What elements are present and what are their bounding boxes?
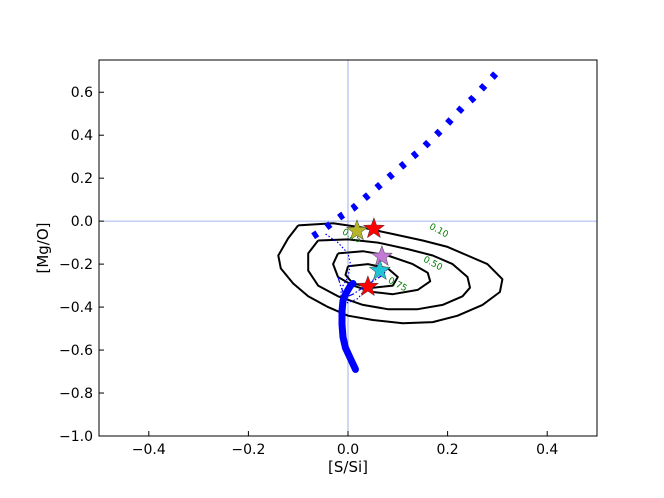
contour-0.50	[307, 238, 471, 311]
y-axis-ticks: −1.0 −0.8 −0.6 −0.4 −0.2 0.0 0.2 0.4 0.6	[59, 85, 104, 445]
x-tick-label: 0.4	[536, 442, 558, 458]
contour-inner	[344, 263, 399, 289]
y-tick-label: 0.6	[71, 85, 93, 101]
x-tick-label: 0.2	[436, 442, 458, 458]
star-marker	[362, 216, 386, 239]
y-tick-label: 0.2	[71, 171, 93, 187]
star-marker	[368, 258, 391, 281]
y-axis-label: [Mg/O]	[34, 222, 52, 273]
y-tick-label: −0.4	[59, 300, 93, 316]
y-tick-label: −0.6	[59, 343, 93, 359]
x-tick-label: −0.2	[231, 442, 265, 458]
x-axis-ticks: −0.4 −0.2 0.0 0.2 0.4	[132, 431, 558, 458]
y-tick-label: −0.2	[59, 257, 93, 273]
y-tick-label: 0.4	[71, 128, 93, 144]
star-marker	[370, 244, 394, 267]
star-marker	[345, 219, 369, 241]
reference-lines	[99, 60, 597, 436]
y-tick-label: 0.0	[71, 214, 93, 230]
series-line-solid-thick	[338, 280, 359, 373]
y-tick-label: −1.0	[59, 429, 93, 445]
y-tick-label: −0.8	[59, 386, 93, 402]
star-markers	[345, 216, 394, 297]
star-marker	[356, 274, 380, 297]
x-tick-label: 0.0	[337, 442, 359, 458]
series-line-dotted-thick	[311, 64, 505, 240]
x-axis-label: [S/Si]	[328, 458, 368, 476]
series-line-dashdot-thin	[337, 268, 389, 297]
contour-outer	[277, 222, 504, 325]
x-tick-label: −0.4	[132, 442, 166, 458]
